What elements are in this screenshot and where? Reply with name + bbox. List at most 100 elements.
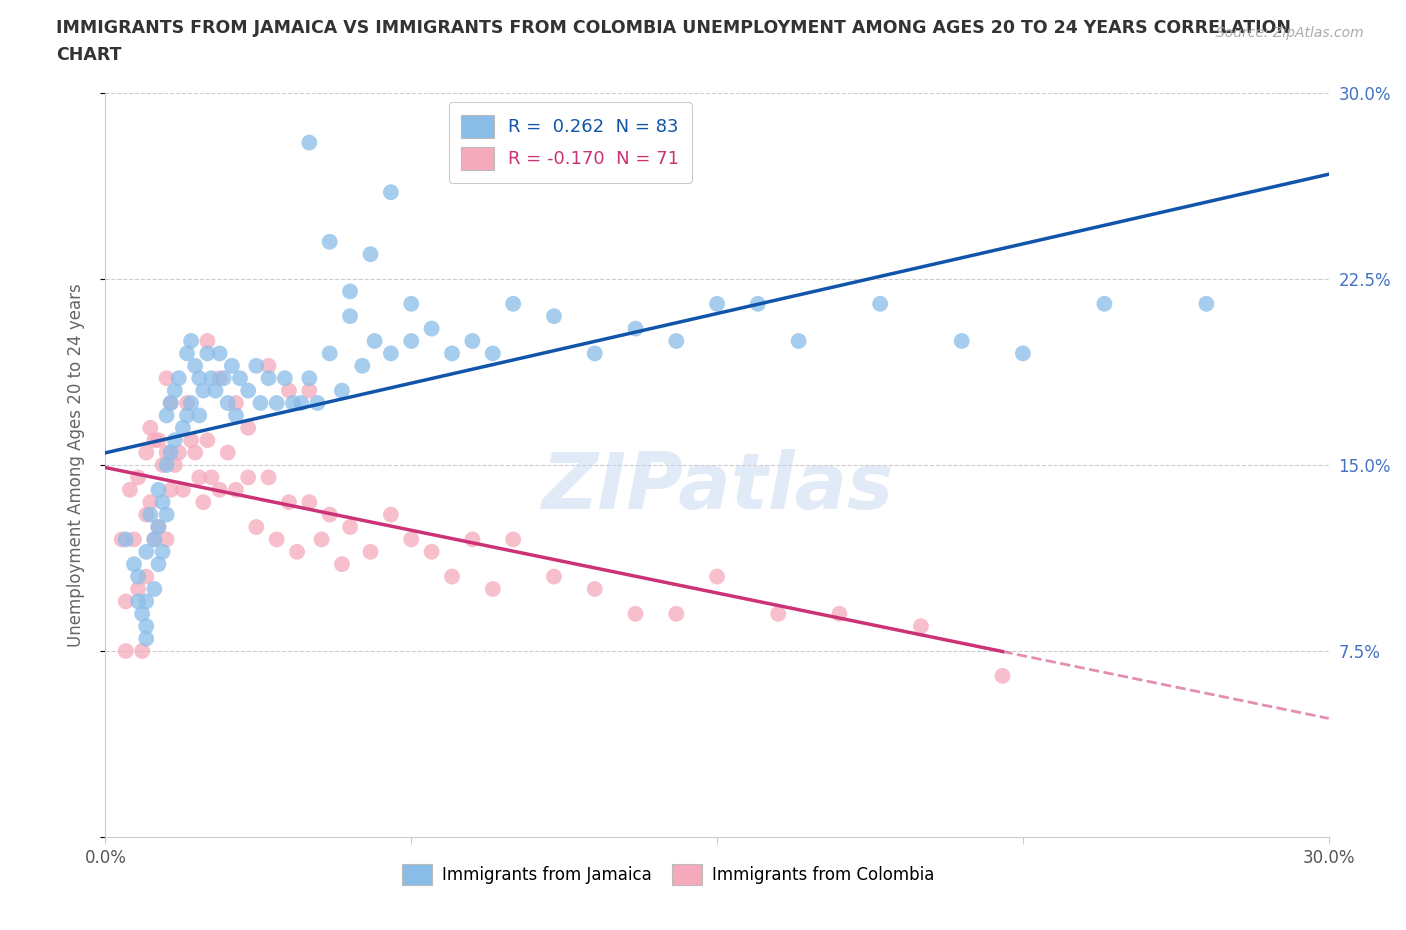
Point bbox=[176, 408, 198, 423]
Text: CHART: CHART bbox=[56, 46, 122, 64]
Point bbox=[665, 334, 688, 349]
Point bbox=[225, 483, 247, 498]
Text: IMMIGRANTS FROM JAMAICA VS IMMIGRANTS FROM COLOMBIA UNEMPLOYMENT AMONG AGES 20 T: IMMIGRANTS FROM JAMAICA VS IMMIGRANTS FR… bbox=[56, 19, 1291, 36]
Point bbox=[236, 383, 260, 398]
Point bbox=[624, 321, 647, 336]
Point bbox=[502, 532, 524, 547]
Point bbox=[127, 569, 149, 584]
Point bbox=[420, 544, 443, 559]
Point bbox=[249, 395, 271, 410]
Point bbox=[245, 358, 267, 373]
Point bbox=[278, 495, 301, 510]
Point bbox=[200, 470, 222, 485]
Point bbox=[257, 470, 280, 485]
Point bbox=[1012, 346, 1035, 361]
Legend: Immigrants from Jamaica, Immigrants from Colombia: Immigrants from Jamaica, Immigrants from… bbox=[395, 857, 941, 892]
Point bbox=[148, 557, 170, 572]
Point bbox=[148, 432, 170, 447]
Point bbox=[245, 520, 267, 535]
Point bbox=[204, 383, 226, 398]
Point bbox=[787, 334, 810, 349]
Point bbox=[118, 483, 141, 498]
Point bbox=[139, 507, 162, 522]
Point bbox=[339, 284, 361, 299]
Point bbox=[1092, 297, 1115, 312]
Point bbox=[330, 383, 353, 398]
Point bbox=[122, 557, 145, 572]
Point bbox=[236, 420, 260, 435]
Point bbox=[380, 185, 402, 200]
Point bbox=[257, 371, 280, 386]
Point bbox=[339, 520, 361, 535]
Point bbox=[318, 507, 342, 522]
Point bbox=[706, 297, 728, 312]
Point bbox=[152, 495, 174, 510]
Point bbox=[176, 395, 198, 410]
Point bbox=[1195, 297, 1218, 312]
Point bbox=[828, 606, 851, 621]
Point bbox=[706, 569, 728, 584]
Point bbox=[193, 495, 215, 510]
Point bbox=[148, 520, 170, 535]
Point bbox=[139, 495, 162, 510]
Point bbox=[143, 532, 166, 547]
Point bbox=[869, 297, 891, 312]
Point bbox=[290, 395, 312, 410]
Point bbox=[200, 371, 222, 386]
Point bbox=[339, 309, 361, 324]
Point bbox=[266, 532, 288, 547]
Point bbox=[307, 395, 329, 410]
Point bbox=[197, 432, 219, 447]
Point bbox=[502, 297, 524, 312]
Point bbox=[143, 532, 166, 547]
Point bbox=[991, 669, 1014, 684]
Point bbox=[318, 234, 342, 249]
Point bbox=[188, 408, 211, 423]
Point bbox=[188, 371, 211, 386]
Point bbox=[278, 383, 301, 398]
Point bbox=[135, 544, 157, 559]
Point bbox=[156, 408, 179, 423]
Point bbox=[115, 532, 138, 547]
Point bbox=[163, 432, 186, 447]
Point bbox=[236, 470, 260, 485]
Point bbox=[176, 346, 198, 361]
Point bbox=[624, 606, 647, 621]
Point bbox=[212, 371, 235, 386]
Point bbox=[135, 445, 157, 460]
Point bbox=[360, 544, 382, 559]
Point bbox=[131, 644, 153, 658]
Point bbox=[193, 383, 215, 398]
Point bbox=[318, 346, 342, 361]
Point bbox=[481, 581, 505, 596]
Point bbox=[131, 606, 153, 621]
Point bbox=[481, 346, 505, 361]
Point bbox=[111, 532, 134, 547]
Point bbox=[167, 371, 190, 386]
Point bbox=[208, 371, 231, 386]
Point bbox=[135, 594, 157, 609]
Point bbox=[665, 606, 688, 621]
Point bbox=[266, 395, 288, 410]
Point bbox=[401, 532, 423, 547]
Point bbox=[543, 309, 565, 324]
Point bbox=[330, 557, 353, 572]
Point bbox=[461, 532, 484, 547]
Point bbox=[115, 594, 138, 609]
Point bbox=[217, 395, 239, 410]
Point bbox=[184, 445, 207, 460]
Point bbox=[281, 395, 304, 410]
Point bbox=[747, 297, 769, 312]
Point bbox=[274, 371, 297, 386]
Point bbox=[163, 383, 186, 398]
Point bbox=[159, 445, 181, 460]
Point bbox=[197, 346, 219, 361]
Point bbox=[167, 445, 190, 460]
Point bbox=[380, 507, 402, 522]
Point bbox=[298, 135, 321, 150]
Point bbox=[127, 470, 149, 485]
Point bbox=[127, 581, 149, 596]
Point bbox=[148, 520, 170, 535]
Point bbox=[221, 358, 243, 373]
Point bbox=[180, 395, 202, 410]
